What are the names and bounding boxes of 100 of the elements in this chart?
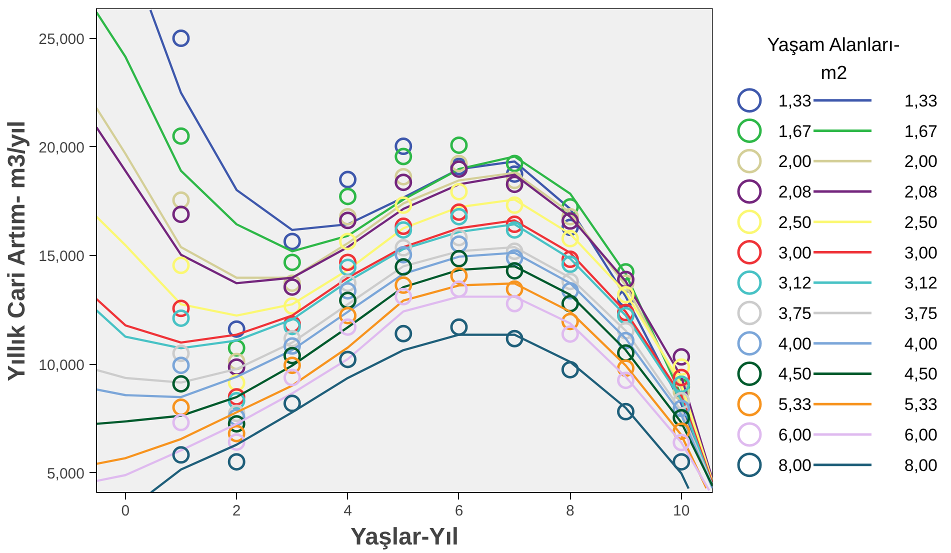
x-tick-label: 0: [121, 502, 130, 520]
y-tick-label: 20,000: [38, 139, 85, 156]
point: [561, 256, 579, 274]
point: [394, 276, 412, 294]
point: [506, 330, 524, 348]
x-tick-label: 10: [673, 502, 690, 520]
legend-label: 1,67: [904, 122, 938, 141]
point: [283, 278, 301, 296]
point: [339, 188, 357, 206]
x-tick-label: 4: [344, 502, 352, 520]
point: [394, 148, 412, 166]
legend-label: 4,00: [904, 334, 938, 354]
point: [339, 232, 357, 250]
point: [172, 356, 190, 374]
y-tick-label: 5,000: [46, 465, 85, 482]
legend-label: 1,33: [904, 91, 938, 110]
legend-label: 2,08: [904, 182, 938, 202]
legend-label: 3,75: [778, 304, 812, 323]
point: [172, 127, 190, 145]
point: [450, 208, 468, 226]
point: [450, 250, 468, 268]
point: [172, 446, 190, 464]
y-tick-label: 25,000: [38, 30, 85, 48]
point: [506, 262, 524, 280]
point: [617, 344, 635, 362]
point: [339, 282, 357, 300]
point: [506, 196, 524, 214]
legend-label: 6,00: [904, 425, 938, 444]
x-tick-label: 2: [232, 502, 241, 520]
point: [617, 402, 635, 420]
point: [172, 414, 190, 432]
legend-label: 3,00: [778, 243, 812, 262]
point: [394, 174, 412, 192]
point: [506, 221, 524, 239]
point: [394, 258, 412, 276]
y-axis-title: Yıllık Cari Artım- m3/yıl: [4, 120, 31, 382]
legend-label: 8,00: [778, 456, 812, 475]
point: [339, 318, 357, 336]
point: [561, 325, 579, 343]
y-tick-label: 15,000: [38, 248, 85, 266]
x-tick-label: 6: [454, 502, 464, 520]
legend-label: 4,50: [778, 364, 812, 384]
point: [339, 212, 357, 230]
point: [394, 196, 412, 214]
point: [172, 206, 190, 224]
point: [172, 309, 190, 327]
point: [450, 280, 468, 298]
x-tick-label: 8: [566, 502, 574, 520]
point: [561, 230, 579, 248]
legend-label: 3,75: [904, 304, 938, 323]
point: [394, 324, 412, 342]
point: [283, 254, 301, 272]
legend-label: 1,67: [778, 122, 812, 141]
legend-label: 5,33: [904, 395, 938, 414]
point: [617, 286, 635, 304]
x-axis-title: Yaşlar-Yıl: [350, 524, 459, 550]
legend-label: 3,12: [904, 274, 938, 293]
point: [283, 368, 301, 386]
point: [283, 232, 301, 250]
point: [172, 375, 190, 393]
legend-label: 2,08: [778, 182, 812, 202]
legend-label: 4,50: [904, 364, 938, 384]
point: [394, 288, 412, 306]
point: [394, 246, 412, 264]
legend-label: 4,00: [778, 334, 812, 354]
point: [506, 294, 524, 312]
point: [394, 221, 412, 239]
y-tick-label: 10,000: [38, 356, 85, 374]
point: [450, 318, 468, 336]
point: [339, 258, 357, 276]
legend-label: 2,50: [778, 212, 812, 232]
point: [672, 453, 690, 471]
point: [450, 182, 468, 200]
legend-label: 3,12: [778, 274, 812, 293]
point: [172, 256, 190, 274]
legend-label: 2,00: [904, 152, 938, 172]
point: [283, 394, 301, 412]
point: [561, 212, 579, 230]
legend-label: 3,00: [904, 243, 938, 262]
point: [339, 306, 357, 324]
point: [672, 358, 690, 376]
legend-label: 2,50: [904, 212, 938, 232]
legend-label: 8,00: [904, 456, 938, 475]
point: [228, 453, 246, 471]
point: [617, 372, 635, 390]
point: [672, 400, 690, 418]
point: [228, 433, 246, 451]
point: [672, 348, 690, 366]
point: [561, 360, 579, 378]
legend-label: 2,00: [778, 152, 812, 172]
point: [506, 176, 524, 194]
point: [339, 350, 357, 368]
legend-label: 5,33: [778, 395, 812, 414]
point: [672, 434, 690, 452]
point: [506, 154, 524, 172]
point: [172, 30, 190, 48]
point: [283, 356, 301, 374]
legend-title: Yaşam Alanları-m2: [767, 34, 900, 84]
point: [394, 138, 412, 156]
point: [450, 136, 468, 154]
